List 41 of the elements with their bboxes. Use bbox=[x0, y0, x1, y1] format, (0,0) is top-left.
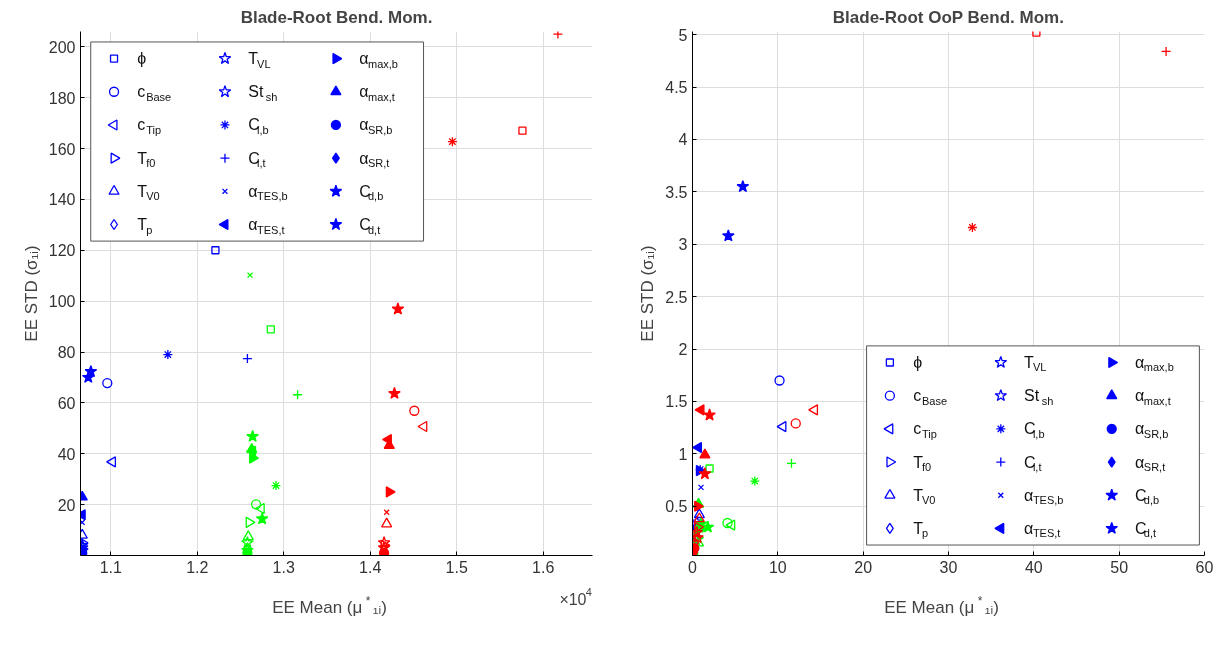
y-tick-label: 20 bbox=[57, 496, 76, 514]
x-tick-label: 60 bbox=[1195, 558, 1214, 576]
y-tick-label: 100 bbox=[48, 293, 76, 311]
y-tick-label: 40 bbox=[57, 445, 76, 463]
x-tick-label: 0 bbox=[688, 558, 698, 576]
y-tick-label: 180 bbox=[48, 89, 76, 107]
y-tick-label: 3.5 bbox=[665, 183, 688, 201]
chart-title: Blade-Root OoP Bend. Mom. bbox=[832, 7, 1064, 27]
legend-label: ϕ bbox=[913, 353, 923, 371]
y-tick-label: 160 bbox=[48, 140, 76, 158]
chart-title: Blade-Root Bend. Mom. bbox=[240, 7, 433, 27]
y-tick-label: 1 bbox=[678, 445, 688, 463]
x-tick-label: 20 bbox=[854, 558, 873, 576]
y-axis-title: EE STD (σ₁ᵢ) bbox=[21, 245, 41, 342]
x-tick-label: 1.1 bbox=[99, 558, 122, 576]
x-tick-label: 1.5 bbox=[445, 558, 468, 576]
legend-label: ϕ bbox=[137, 50, 147, 68]
x-tick-label: 1.6 bbox=[532, 558, 555, 576]
x-tick-label: 30 bbox=[939, 558, 958, 576]
y-tick-label: 4.5 bbox=[665, 79, 688, 97]
y-tick-label: 4 bbox=[678, 131, 688, 149]
y-axis-title: EE STD (σ₁ᵢ) bbox=[638, 245, 658, 342]
x-tick-label: 40 bbox=[1024, 558, 1043, 576]
y-tick-label: 120 bbox=[48, 242, 76, 260]
y-tick-label: 5 bbox=[678, 26, 688, 44]
y-tick-label: 60 bbox=[57, 394, 76, 412]
y-tick-label: 0.5 bbox=[665, 498, 688, 516]
x-axis-title: EE Mean (μ*₁ᵢ) bbox=[884, 593, 999, 617]
y-tick-label: 1.5 bbox=[665, 393, 688, 411]
x-tick-label: 50 bbox=[1110, 558, 1129, 576]
x-tick-label: 10 bbox=[768, 558, 787, 576]
y-tick-label: 200 bbox=[48, 38, 76, 56]
y-tick-label: 140 bbox=[48, 191, 76, 209]
x-tick-label: 1.3 bbox=[272, 558, 295, 576]
x-tick-label: 1.2 bbox=[186, 558, 209, 576]
y-tick-label: 80 bbox=[57, 344, 76, 361]
x-tick-label: 1.4 bbox=[359, 558, 382, 576]
y-tick-label: 2.5 bbox=[665, 288, 688, 306]
y-tick-label: 3 bbox=[678, 236, 688, 254]
y-tick-label: 2 bbox=[678, 341, 688, 359]
x-axis-title: EE Mean (μ*₁ᵢ) bbox=[272, 593, 387, 617]
